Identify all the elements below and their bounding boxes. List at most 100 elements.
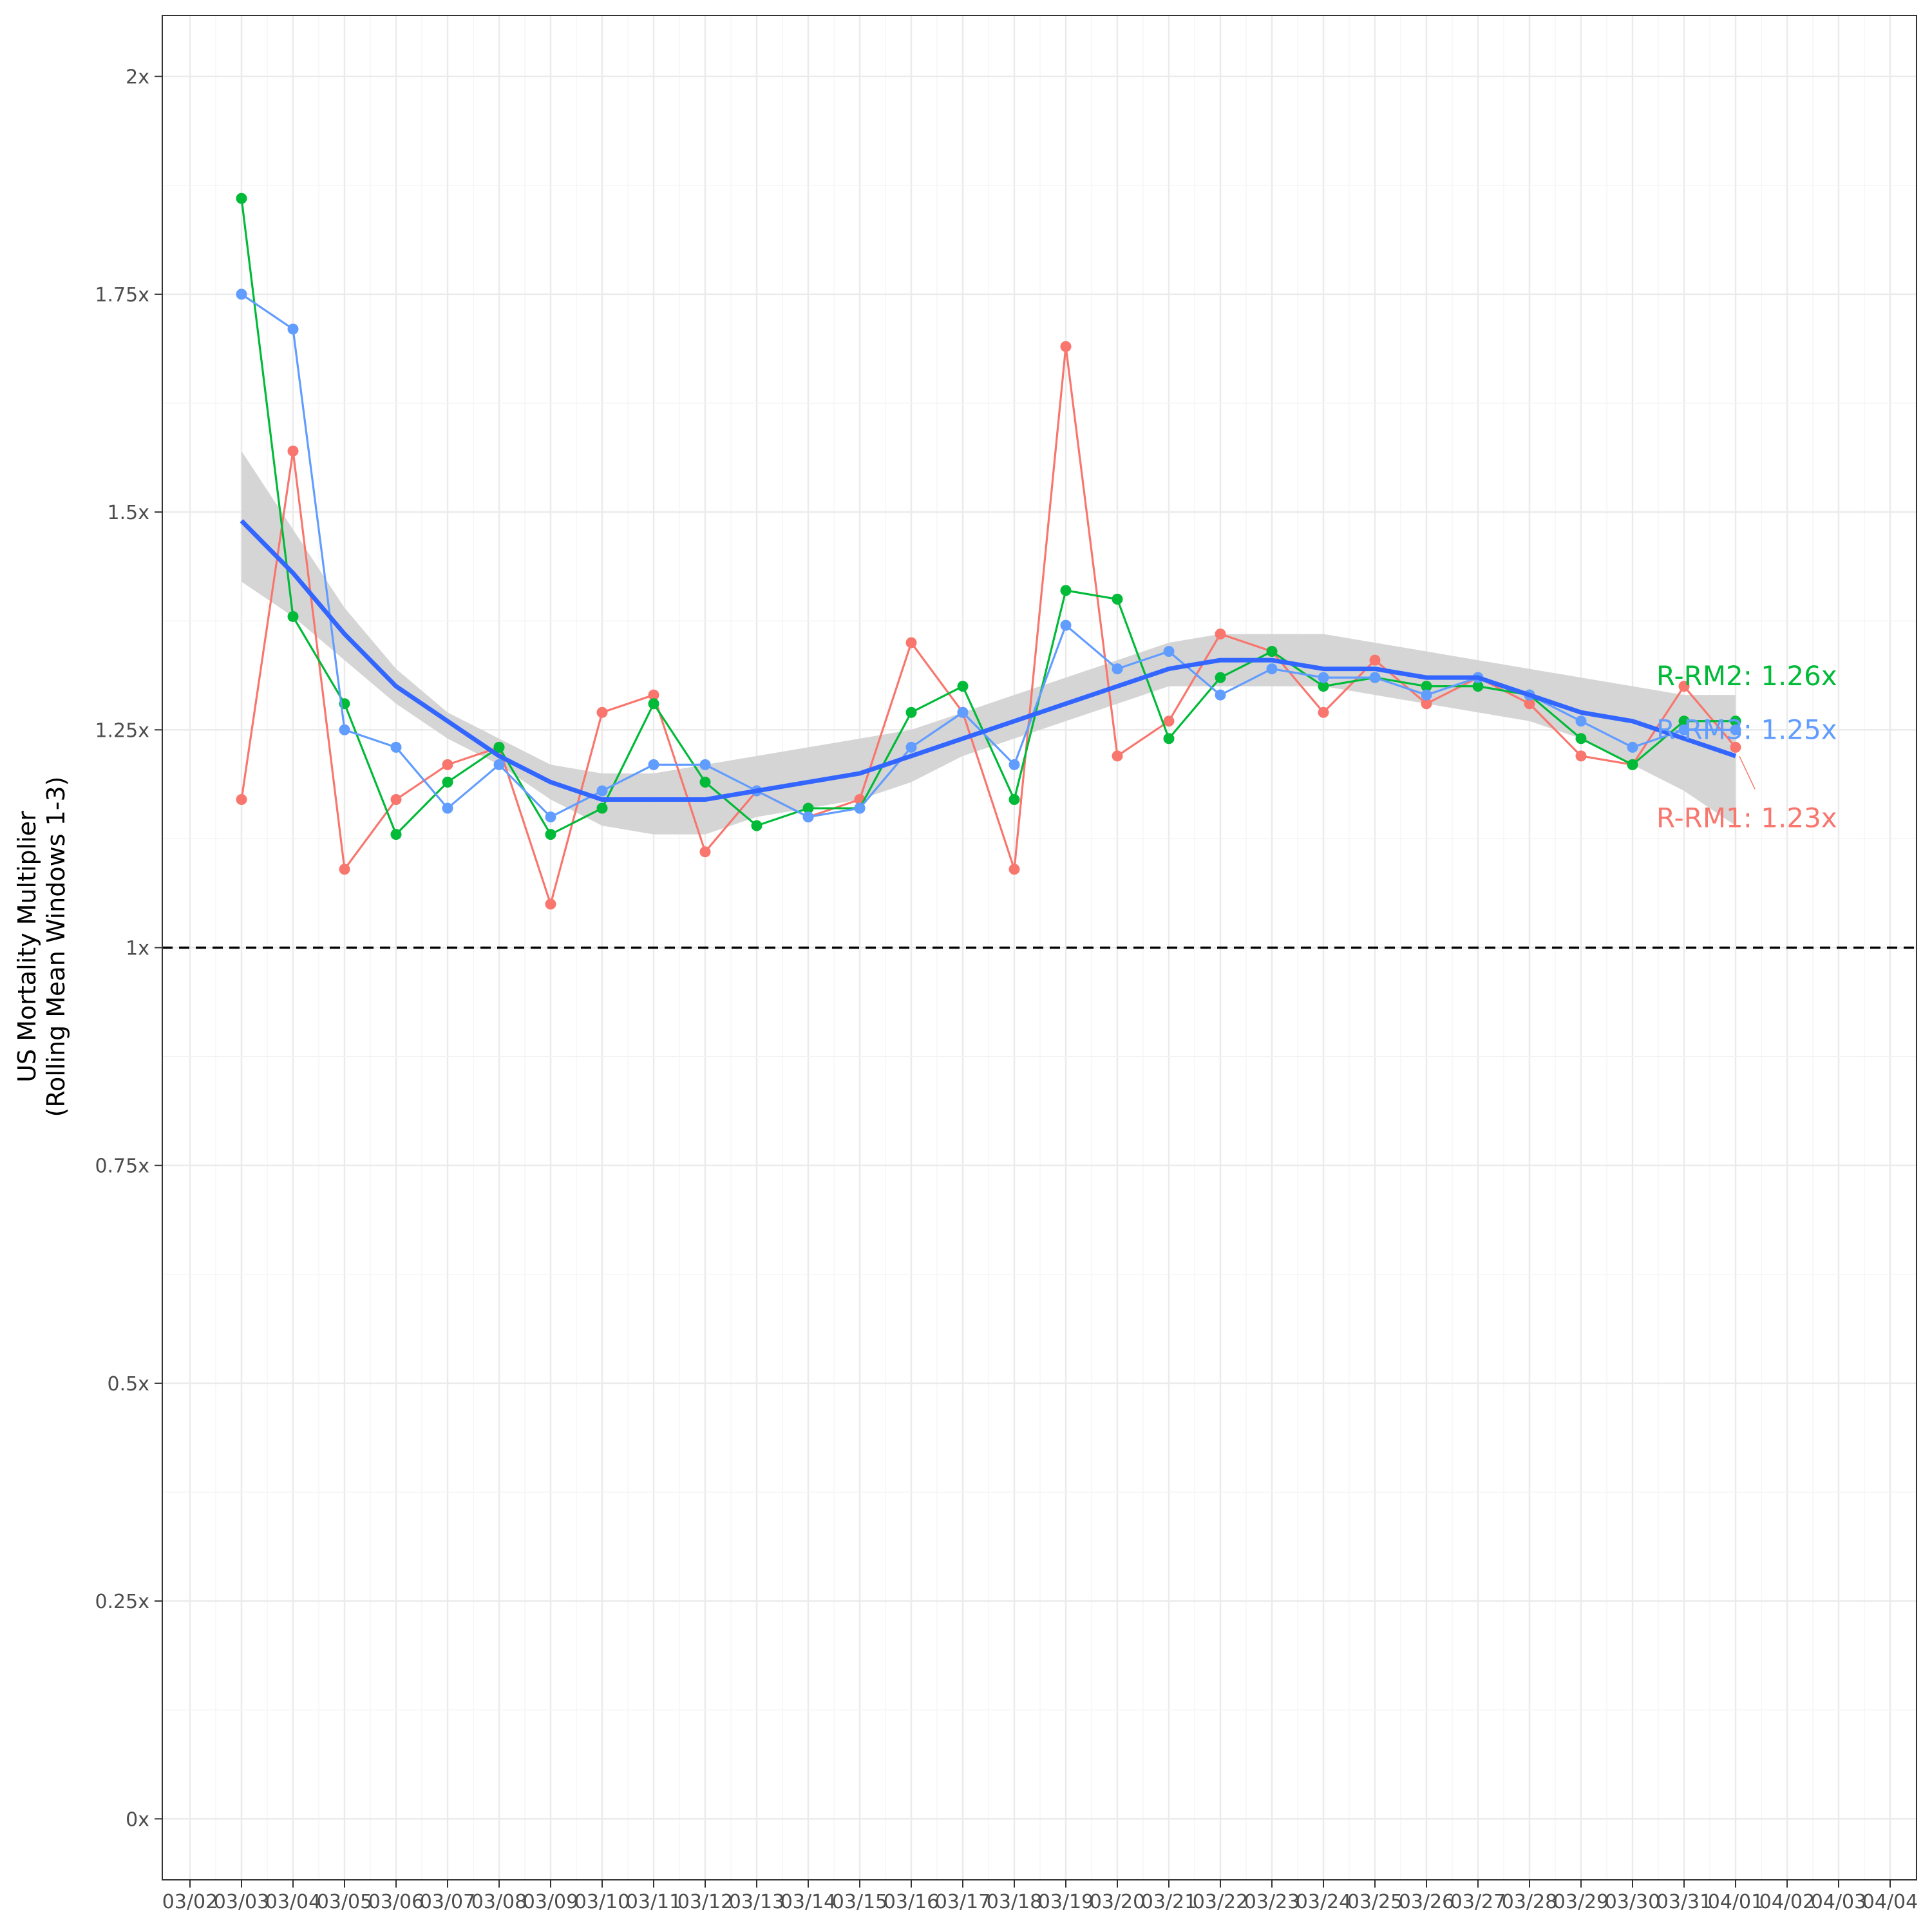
data-point-r-rm2 — [648, 698, 659, 710]
x-tick-label: 03/16 — [884, 1891, 939, 1913]
x-tick-label: 03/28 — [1502, 1891, 1557, 1913]
data-point-r-rm1 — [287, 445, 299, 457]
data-point-r-rm1 — [699, 846, 711, 858]
y-tick-label: 2x — [126, 66, 149, 89]
data-point-r-rm3 — [957, 706, 969, 718]
data-point-r-rm2 — [1472, 681, 1484, 692]
x-tick-label: 03/02 — [162, 1891, 218, 1913]
x-tick-label: 03/20 — [1090, 1891, 1145, 1913]
data-point-r-rm3 — [545, 811, 556, 823]
data-point-r-rm1 — [1163, 715, 1175, 727]
data-point-r-rm2 — [699, 776, 711, 788]
data-point-r-rm2 — [905, 706, 917, 718]
x-tick-label: 03/08 — [471, 1891, 527, 1913]
x-tick-label: 04/02 — [1759, 1891, 1815, 1913]
data-point-r-rm2 — [596, 802, 608, 814]
x-tick-label: 03/04 — [265, 1891, 321, 1913]
series-line-r-rm2 — [240, 198, 1736, 837]
data-point-r-rm3 — [1163, 646, 1175, 658]
y-axis-title-line2: (Rolling Mean Windows 1-3) — [42, 777, 70, 1117]
x-tick-label: 03/06 — [368, 1891, 424, 1913]
x-tick-label: 03/07 — [420, 1891, 475, 1913]
x-tick-label: 03/19 — [1038, 1891, 1094, 1913]
data-point-r-rm1 — [905, 637, 917, 649]
x-tick-label: 04/01 — [1708, 1891, 1763, 1913]
x-tick-label: 03/27 — [1450, 1891, 1506, 1913]
x-tick-label: 03/10 — [574, 1891, 630, 1913]
x-tick-label: 03/12 — [677, 1891, 733, 1913]
data-point-r-rm3 — [1112, 663, 1123, 675]
data-point-r-rm3 — [390, 741, 402, 753]
data-point-r-rm1 — [1318, 706, 1329, 718]
x-tick-label: 03/14 — [781, 1891, 836, 1913]
data-point-r-rm3 — [854, 802, 866, 814]
x-tick-label: 03/03 — [214, 1891, 269, 1913]
data-point-r-rm3 — [905, 741, 917, 753]
x-tick-label: 03/17 — [935, 1891, 990, 1913]
data-point-r-rm2 — [802, 802, 814, 814]
x-tick-label: 03/25 — [1347, 1891, 1403, 1913]
x-tick-label: 03/29 — [1553, 1891, 1609, 1913]
data-point-r-rm1 — [1421, 698, 1432, 710]
data-point-r-rm2 — [1009, 794, 1020, 806]
data-point-r-rm3 — [1266, 663, 1278, 675]
data-point-r-rm1 — [1009, 864, 1020, 875]
x-tick-label: 03/21 — [1141, 1891, 1197, 1913]
y-axis: 0x 0.25x 0.5x 0.75x 1x 1.25x 1.5x 1.75x 2x — [95, 66, 162, 1831]
data-point-r-rm2 — [751, 820, 762, 831]
x-tick-label: 03/13 — [729, 1891, 784, 1913]
data-point-r-rm1 — [339, 864, 350, 875]
end-label-leader — [1739, 756, 1756, 790]
y-tick-label: 1.75x — [95, 284, 149, 307]
data-point-r-rm2 — [1318, 681, 1329, 692]
data-point-r-rm1 — [545, 898, 556, 910]
data-point-r-rm3 — [1730, 724, 1741, 735]
x-tick-label: 04/04 — [1862, 1891, 1918, 1913]
data-point-r-rm1 — [1215, 628, 1226, 639]
data-point-r-rm2 — [545, 829, 556, 840]
data-point-r-rm3 — [493, 759, 505, 770]
data-point-r-rm3 — [339, 724, 350, 735]
data-point-r-rm3 — [287, 323, 299, 335]
data-point-r-rm2 — [1215, 672, 1226, 683]
data-point-r-rm1 — [596, 706, 608, 718]
smooth-line-layer — [240, 519, 1737, 802]
data-point-r-rm1 — [648, 689, 659, 701]
data-point-r-rm3 — [1215, 689, 1226, 701]
x-tick-label: 03/09 — [523, 1891, 578, 1913]
data-point-r-rm1 — [442, 759, 453, 770]
end-label-r-rm1: R-RM1: 1.23x — [1656, 802, 1837, 833]
x-tick-label: 04/03 — [1811, 1891, 1866, 1913]
data-point-r-rm2 — [236, 193, 247, 204]
data-point-r-rm3 — [596, 785, 608, 797]
data-point-r-rm1 — [1060, 341, 1072, 352]
x-tick-label: 03/23 — [1244, 1891, 1300, 1913]
x-tick-label: 03/15 — [832, 1891, 887, 1913]
data-point-r-rm2 — [390, 829, 402, 840]
data-point-r-rm1 — [1678, 681, 1690, 692]
data-point-r-rm3 — [1678, 724, 1690, 735]
x-axis: 03/0203/0303/0403/0503/0603/0703/0803/09… — [162, 1880, 1918, 1913]
x-tick-label: 03/31 — [1656, 1891, 1712, 1913]
y-tick-label: 1x — [126, 938, 149, 960]
data-point-r-rm2 — [493, 741, 505, 753]
data-point-r-rm1 — [1575, 750, 1587, 762]
data-point-r-rm1 — [1730, 741, 1741, 753]
data-point-r-rm3 — [442, 802, 453, 814]
y-tick-label: 0x — [126, 1808, 149, 1831]
data-point-r-rm3 — [802, 811, 814, 823]
data-point-r-rm2 — [1575, 733, 1587, 744]
x-tick-label: 03/30 — [1605, 1891, 1660, 1913]
data-point-r-rm1 — [1112, 750, 1123, 762]
data-point-r-rm2 — [1678, 715, 1690, 727]
data-point-r-rm2 — [442, 776, 453, 788]
data-point-r-rm2 — [1730, 715, 1741, 727]
data-point-r-rm3 — [699, 759, 711, 770]
end-label-layer: R-RM2: 1.26x R-RM3: 1.25x R-RM1: 1.23x — [1656, 660, 1837, 834]
data-point-r-rm3 — [1318, 672, 1329, 683]
data-point-r-rm3 — [1575, 715, 1587, 727]
data-point-r-rm1 — [236, 794, 247, 806]
data-point-r-rm2 — [1266, 646, 1278, 658]
data-point-r-rm2 — [1060, 585, 1072, 596]
